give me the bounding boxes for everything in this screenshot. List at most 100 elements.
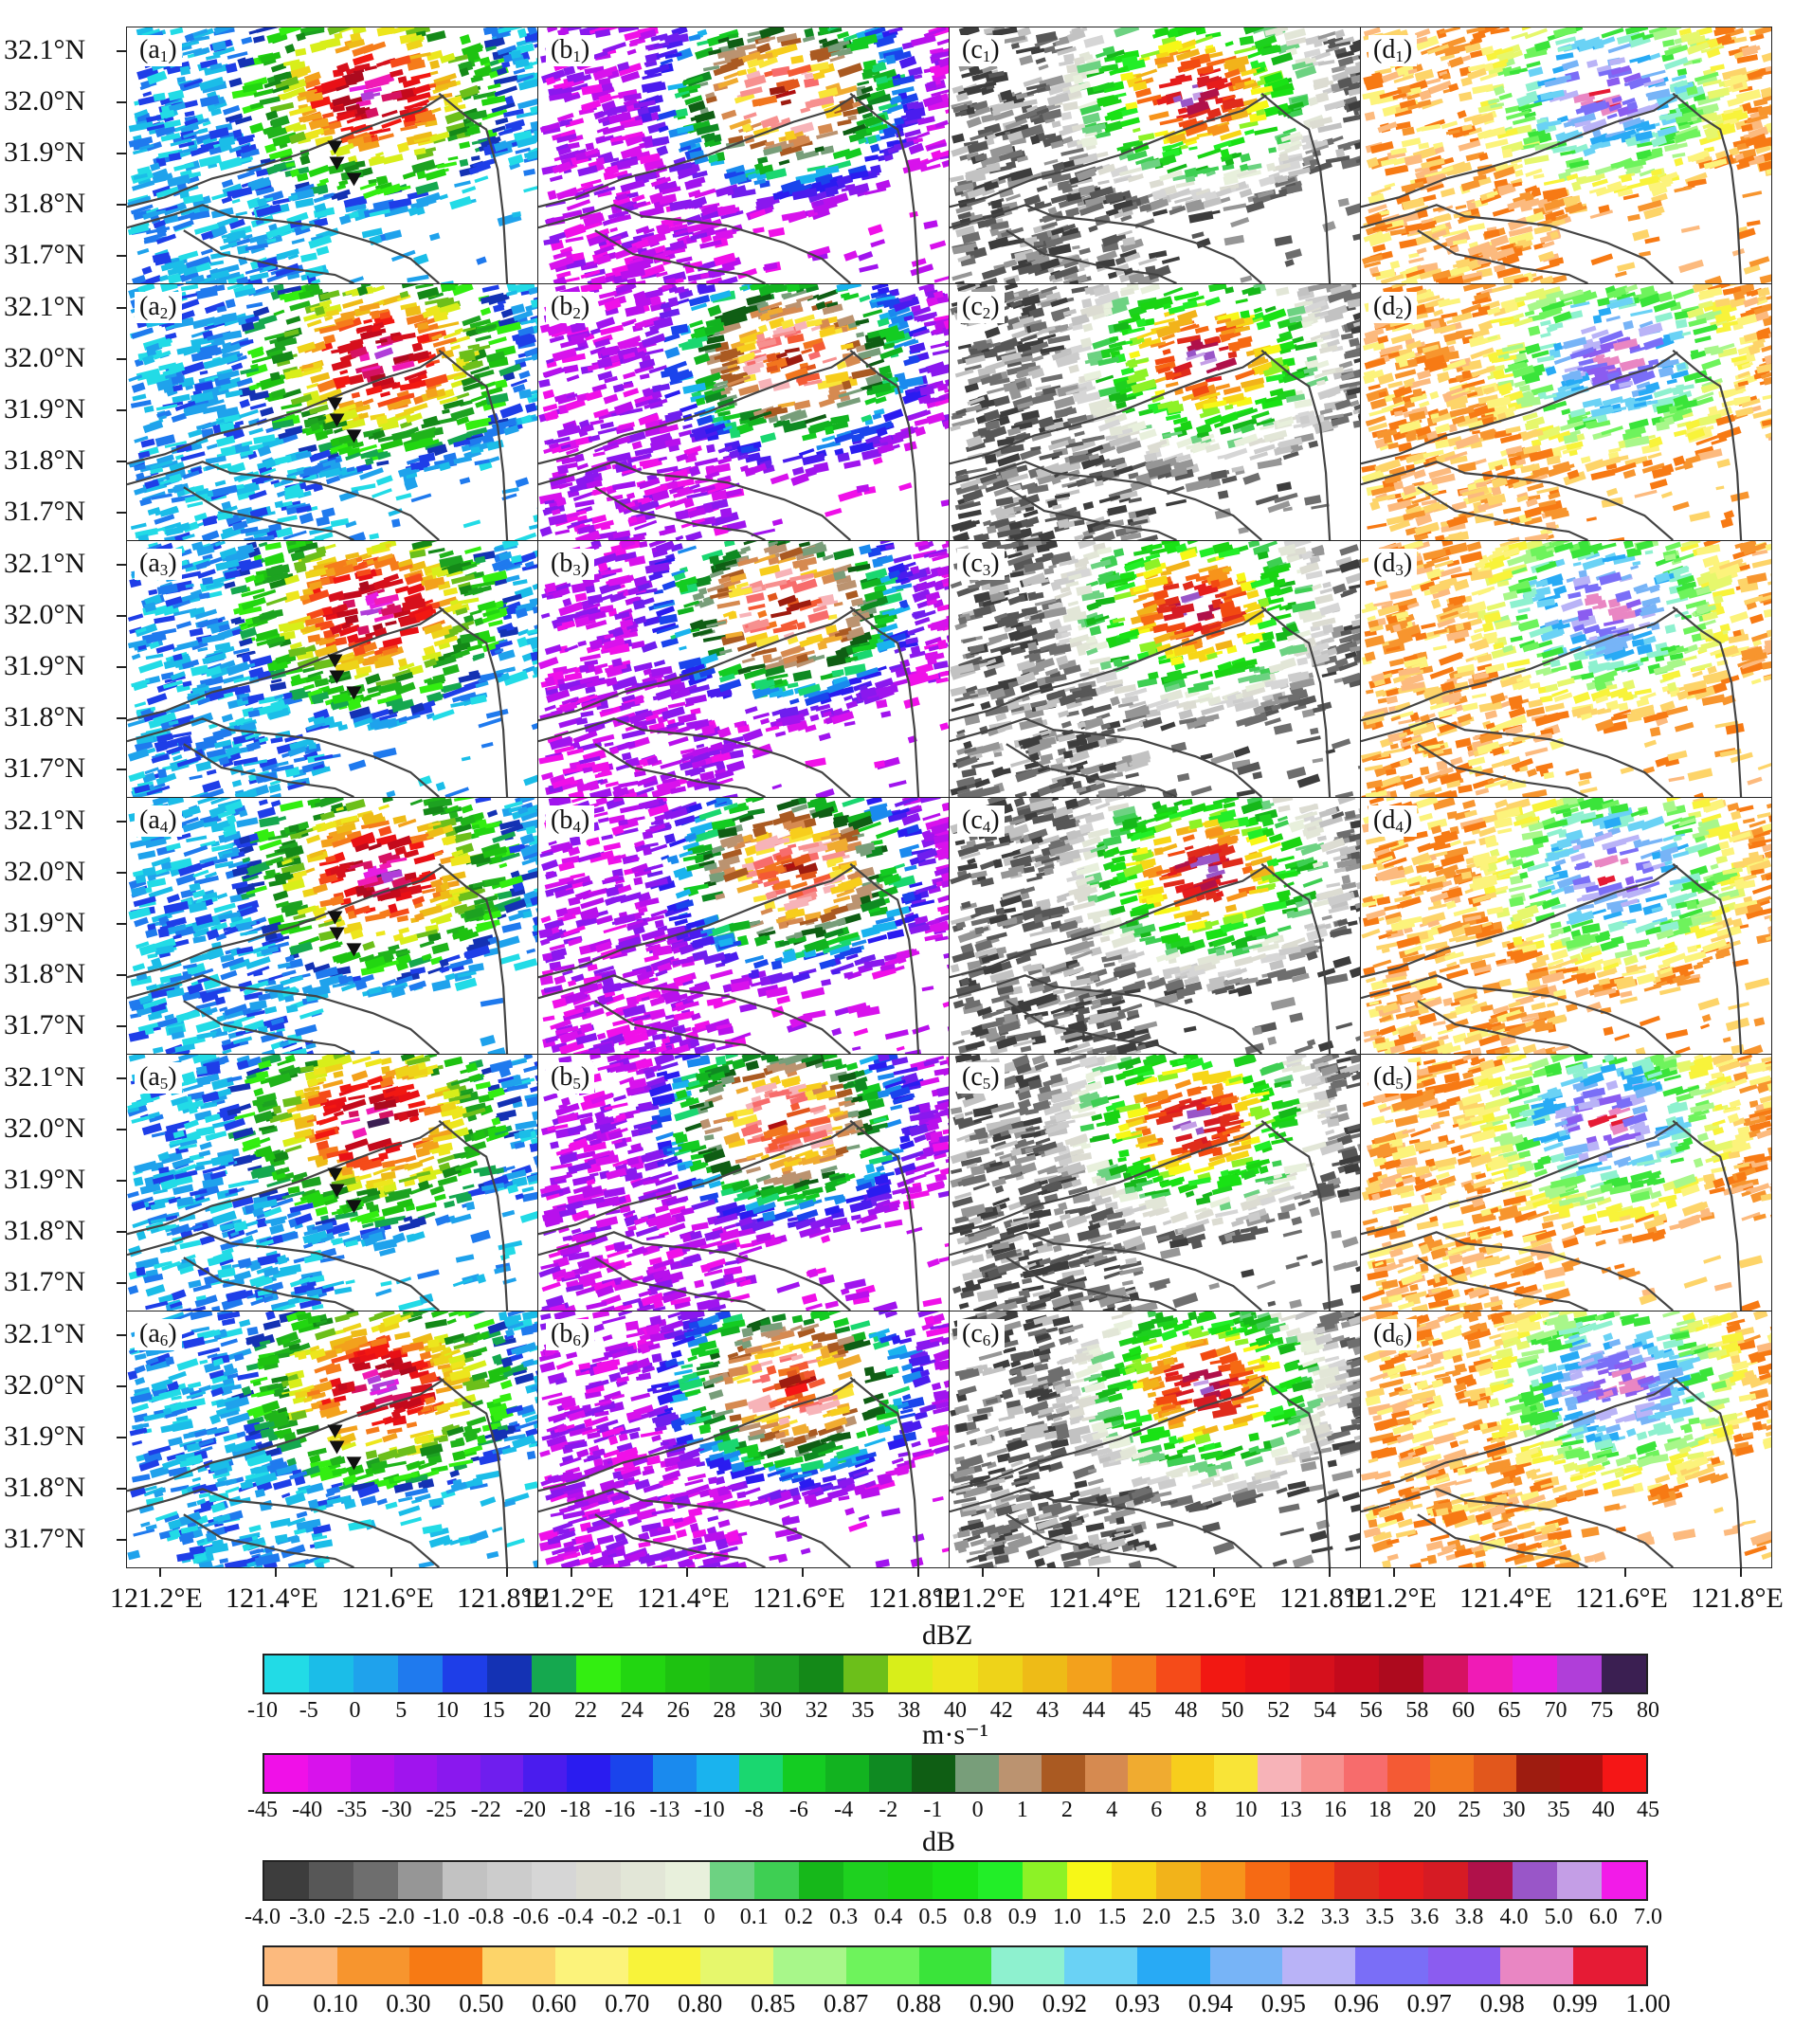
latitude-tick-label: 31.8°N (4, 1215, 86, 1246)
coastline-3 (1361, 974, 1674, 1054)
latitude-tick (117, 409, 126, 411)
echo-field (538, 1055, 949, 1311)
latitude-tick (117, 1025, 126, 1027)
colorbar-swatch (264, 1947, 337, 1984)
colorbar-tick-reflectivity: 26 (666, 1698, 690, 1723)
colorbar-swatch (933, 1655, 978, 1692)
colorbar-swatch (1066, 1862, 1112, 1899)
latitude-tick (117, 1334, 126, 1336)
latitude-tick (117, 769, 126, 770)
colorbar-tick-cc: 0.87 (823, 1989, 869, 2017)
coastline-2 (538, 1378, 856, 1492)
colorbar-swatch (554, 1947, 628, 1984)
radar-map (127, 1311, 537, 1567)
colorbar-tick-cc: 0.60 (532, 1989, 577, 2017)
radar-map (538, 798, 949, 1054)
panel-c1: (c1) (949, 27, 1361, 284)
coastline-4 (1006, 1000, 1177, 1054)
coastline-1 (1672, 606, 1743, 797)
colorbar-tick-zdr: -4.0 (245, 1905, 281, 1929)
colorbar-swatch (843, 1655, 889, 1692)
radar-map (950, 798, 1360, 1054)
colorbar-swatch (576, 1862, 622, 1899)
colorbar-swatch (621, 1655, 666, 1692)
colorbar-swatch (1386, 1755, 1431, 1792)
coastline-2 (1361, 607, 1678, 722)
site-marker-triangle (329, 413, 345, 427)
radar-map (950, 284, 1360, 540)
latitude-tick (117, 564, 126, 566)
coastline-1 (849, 606, 920, 797)
coastline-4 (594, 1257, 766, 1311)
panel-a1: (a1) (126, 27, 538, 284)
radar-map (538, 27, 949, 283)
radar-map (127, 541, 537, 797)
coastline-1 (849, 1376, 920, 1567)
colorbar-swatch (1516, 1755, 1560, 1792)
latitude-tick-label: 31.7°N (4, 1266, 86, 1297)
colorbar-tick-zdr: 1.0 (1052, 1905, 1081, 1929)
coastline-2 (1361, 1121, 1678, 1236)
panel-d4: (d4) (1360, 797, 1772, 1055)
colorbar-swatch (773, 1947, 846, 1984)
colorbar-tick-zdr: 0.2 (784, 1905, 813, 1929)
coastline-2 (950, 607, 1267, 722)
coastline-3 (538, 461, 851, 540)
site-marker-triangle (346, 429, 362, 443)
colorbar-tick-velocity: 13 (1278, 1798, 1302, 1822)
colorbar-tick-reflectivity: 0 (349, 1698, 361, 1723)
panel-label: (d1) (1368, 35, 1418, 66)
coastline-4 (183, 1513, 354, 1567)
site-marker-triangle (329, 927, 345, 941)
longitude-tick-label: 121.8°E (868, 1583, 961, 1614)
coastline-2 (127, 351, 444, 465)
colorbar-tick-velocity: 40 (1591, 1798, 1615, 1822)
latitude-tick-label: 31.8°N (4, 958, 86, 989)
latitude-tick (117, 1385, 126, 1387)
panel-label: (c5) (957, 1062, 1005, 1094)
colorbar-swatch (1467, 1862, 1513, 1899)
colorbar-swatch (1022, 1655, 1067, 1692)
radar-map (1361, 541, 1771, 797)
panel-a5: (a5) (126, 1054, 538, 1311)
colorbar-tick-zdr: -0.2 (602, 1905, 639, 1929)
colorbar-swatch (309, 1655, 354, 1692)
colorbar-swatch (393, 1755, 438, 1792)
site-marker-triangle (329, 670, 345, 684)
coastline-2 (1361, 351, 1678, 465)
colorbar-tick-cc: 0 (256, 1989, 269, 2017)
colorbar-swatch (398, 1655, 444, 1692)
echo-field (950, 1311, 1360, 1567)
site-marker-triangle (346, 1200, 362, 1214)
colorbar-swatch (1423, 1862, 1468, 1899)
colorbar-tick-reflectivity: 35 (851, 1698, 875, 1723)
coastline-2 (538, 1121, 856, 1236)
coastline-3 (127, 461, 440, 540)
latitude-tick-label: 31.9°N (4, 1164, 86, 1195)
latitude-tick (117, 153, 126, 154)
coastline-3 (127, 974, 440, 1054)
panel-d5: (d5) (1360, 1054, 1772, 1311)
colorbar-tick-velocity: 35 (1547, 1798, 1570, 1822)
coastline-2 (950, 1378, 1267, 1492)
colorbar-tick-velocity: 25 (1458, 1798, 1481, 1822)
colorbar-tick-velocity: -30 (381, 1798, 412, 1822)
coastline-4 (183, 743, 354, 797)
colorbar-tick-cc: 0.50 (459, 1989, 504, 2017)
longitude-tick (1509, 1567, 1511, 1577)
colorbar-tick-velocity: 2 (1060, 1798, 1073, 1822)
coastline-1 (438, 1119, 509, 1311)
colorbar-swatch (710, 1862, 755, 1899)
latitude-tick-label: 31.8°N (4, 188, 86, 219)
colorbar-swatch (1111, 1862, 1156, 1899)
colorbar-swatch (977, 1862, 1023, 1899)
colorbar-tick-velocity: 0 (971, 1798, 984, 1822)
colorbar-swatch (1556, 1655, 1602, 1692)
colorbar-tick-zdr: 6.0 (1588, 1905, 1618, 1929)
colorbar-tick-zdr: 3.0 (1231, 1905, 1260, 1929)
colorbar-tick-reflectivity: 80 (1637, 1698, 1659, 1723)
colorbar-tick-zdr: 0.3 (829, 1905, 859, 1929)
colorbar-tick-reflectivity: 44 (1082, 1698, 1106, 1723)
colorbar-tick-cc: 0.90 (969, 1989, 1015, 2017)
coastline-2 (950, 1121, 1267, 1236)
